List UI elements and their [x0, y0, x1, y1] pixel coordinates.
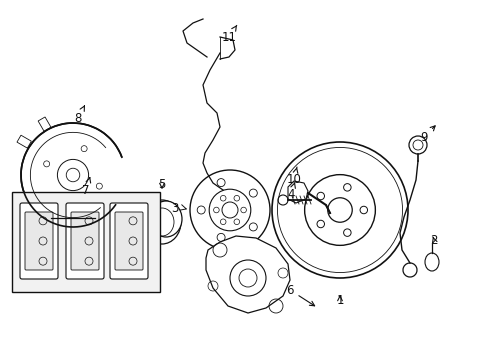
- Polygon shape: [205, 236, 289, 313]
- Bar: [17, 135, 31, 148]
- FancyBboxPatch shape: [110, 203, 148, 279]
- FancyBboxPatch shape: [66, 203, 104, 279]
- Text: 2: 2: [429, 234, 437, 247]
- Text: 3: 3: [171, 202, 178, 215]
- FancyBboxPatch shape: [71, 212, 99, 270]
- Ellipse shape: [142, 200, 181, 244]
- Text: 11: 11: [221, 25, 236, 44]
- Bar: [12, 192, 160, 292]
- Text: 5: 5: [158, 177, 165, 190]
- Text: 1: 1: [336, 293, 343, 306]
- Bar: [38, 117, 51, 131]
- Polygon shape: [287, 181, 307, 203]
- FancyBboxPatch shape: [25, 212, 53, 270]
- Text: 6: 6: [285, 284, 314, 306]
- Text: 4: 4: [286, 182, 295, 201]
- Text: 8: 8: [74, 106, 84, 125]
- Text: 7: 7: [82, 177, 90, 197]
- FancyBboxPatch shape: [20, 203, 58, 279]
- Text: 10: 10: [286, 167, 301, 185]
- Bar: [60, 218, 86, 228]
- Ellipse shape: [150, 201, 182, 237]
- Circle shape: [190, 170, 269, 250]
- FancyBboxPatch shape: [115, 212, 142, 270]
- Text: 9: 9: [419, 126, 434, 144]
